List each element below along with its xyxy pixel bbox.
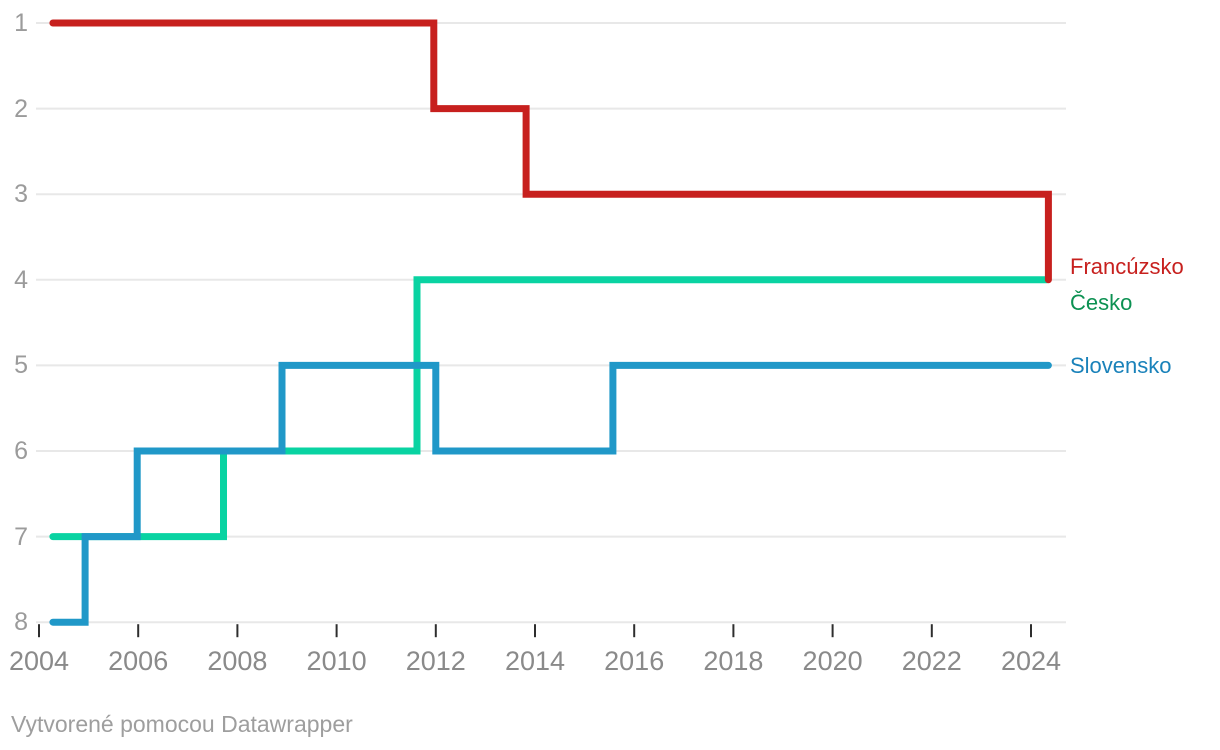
x-tick-label: 2004 [8, 646, 70, 676]
x-tick-label: 2008 [207, 646, 268, 676]
series-label-slovensko: Slovensko [1070, 353, 1172, 379]
y-tick-label: 6 [14, 437, 28, 465]
x-tick-label: 2006 [108, 646, 169, 676]
x-tick-label: 2024 [1000, 646, 1062, 676]
y-tick-label: 2 [14, 94, 28, 123]
y-tick-label: 5 [14, 351, 28, 380]
series-line-cesko [49, 276, 1051, 541]
x-tick-label: 2012 [405, 646, 466, 676]
x-tick-label: 2014 [504, 646, 566, 676]
series-label-cesko: Česko [1070, 289, 1133, 315]
footer-credit: Vytvorené pomocou Datawrapper [11, 711, 353, 737]
x-tick-label: 2018 [703, 646, 764, 676]
x-tick-label: 2010 [306, 646, 367, 676]
y-tick-label: 7 [14, 522, 28, 551]
series-label-francuzsko: Francúzsko [1070, 253, 1184, 279]
x-tick-label: 2016 [604, 646, 665, 676]
y-tick-label: 8 [14, 608, 28, 637]
series-line-slovensko [49, 361, 1052, 626]
y-tick-label: 1 [14, 9, 28, 37]
series-line-francuzsko [49, 19, 1052, 284]
x-tick-label: 2020 [802, 646, 863, 676]
y-tick-label: 3 [14, 180, 28, 209]
y-tick-label: 4 [14, 265, 28, 294]
x-tick-label: 2022 [901, 646, 962, 676]
